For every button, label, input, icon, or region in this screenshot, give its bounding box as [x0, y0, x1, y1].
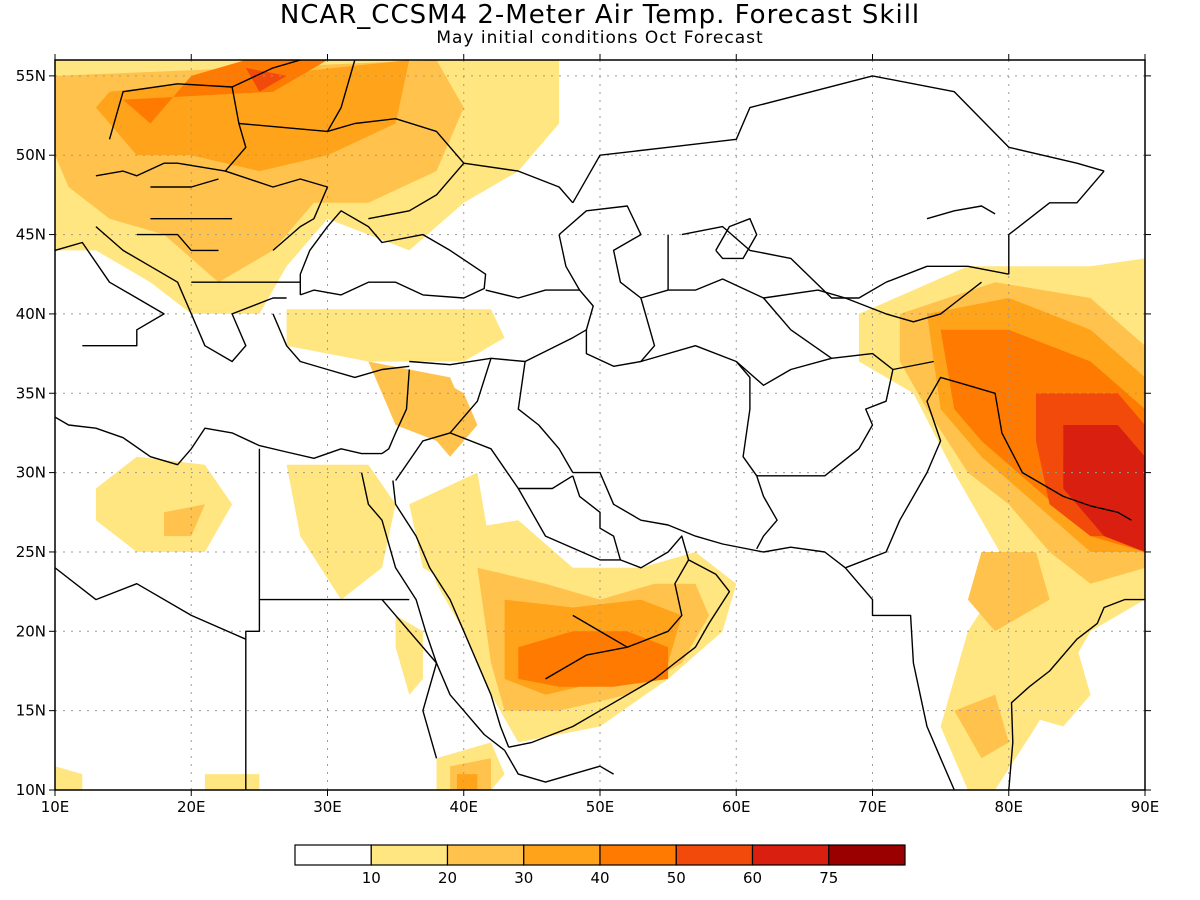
boundary-line-3: [299, 210, 487, 299]
boundary-line-16: [381, 599, 438, 759]
boundary-line-27: [409, 357, 574, 473]
boundary-line-23: [150, 178, 219, 188]
boundary-line-18: [225, 170, 329, 251]
boundary-line-34: [485, 289, 580, 299]
lat-tick-label: 50N: [16, 146, 46, 164]
boundary-line-33: [524, 329, 587, 363]
boundary-line-15: [55, 567, 247, 640]
boundary-line-35: [640, 345, 778, 550]
lat-tick-label: 15N: [16, 702, 46, 720]
lat-tick-label: 25N: [16, 543, 46, 561]
boundary-line-17: [95, 83, 247, 177]
boundary-line-48: [926, 205, 996, 220]
boundary-line-10: [572, 471, 955, 790]
skill-region-20: [55, 766, 83, 790]
skill-region-10: [286, 464, 396, 600]
boundary-line-7: [360, 472, 506, 751]
skill-fill-layer: [55, 60, 1145, 790]
boundary-line-0: [55, 241, 165, 347]
boundary-line-31: [572, 559, 690, 648]
legend-label: 40: [590, 869, 609, 887]
legend-label: 60: [743, 869, 762, 887]
legend-swatch: [294, 844, 372, 866]
boundary-line-25: [136, 233, 219, 252]
legend-label: 20: [438, 869, 457, 887]
lat-tick-label: 55N: [16, 67, 46, 85]
skill-region-9: [164, 504, 205, 537]
lat-tick-label: 40N: [16, 305, 46, 323]
boundary-line-39: [967, 384, 1132, 521]
lon-tick-label: 60E: [722, 798, 751, 816]
skill-region-28: [967, 552, 1050, 632]
skill-region-12: [395, 615, 423, 695]
boundary-line-4: [558, 205, 656, 367]
boundary-line-20: [231, 60, 301, 88]
legend-swatch: [751, 844, 830, 866]
boundary-line-44: [885, 265, 1009, 283]
legend-swatch: [446, 844, 525, 866]
boundary-line-6: [55, 416, 382, 466]
lat-tick-label: 10N: [16, 781, 46, 799]
boundary-line-42: [681, 225, 887, 299]
coastlines-borders: [55, 60, 1145, 790]
lon-tick-label: 30E: [313, 798, 342, 816]
lon-tick-label: 70E: [858, 798, 887, 816]
skill-region-2: [95, 60, 410, 172]
skill-region-8: [95, 456, 233, 552]
boundary-line-32: [545, 646, 628, 680]
lon-tick-label: 50E: [586, 798, 615, 816]
skill-region-5: [286, 309, 505, 362]
boundary-line-22: [463, 162, 574, 204]
skill-region-30: [1008, 647, 1091, 727]
legend-swatch: [370, 844, 449, 866]
boundary-line-9: [508, 475, 731, 748]
boundary-line-37: [756, 369, 894, 477]
lon-tick-label: 90E: [1131, 798, 1160, 816]
map-title: NCAR_CCSM4 2-Meter Air Temp. Forecast Sk…: [279, 0, 921, 30]
boundary-line-13: [245, 598, 410, 790]
legend-label: 50: [667, 869, 686, 887]
legend-swatch: [599, 844, 677, 866]
skill-region-4: [245, 67, 287, 92]
boundary-line-45: [572, 75, 1105, 204]
lon-tick-label: 80E: [994, 798, 1023, 816]
boundary-line-21: [326, 60, 356, 132]
legend-swatch: [828, 844, 906, 866]
lon-tick-label: 40E: [449, 798, 478, 816]
boundary-line-11: [1008, 598, 1145, 790]
boundary-line-5: [381, 369, 410, 455]
boundary-line-19: [238, 117, 465, 220]
color-legend: 10 20 30 40 50 60 75: [294, 844, 906, 887]
boundary-line-2: [272, 313, 410, 379]
legend-swatch: [523, 844, 601, 866]
lon-tick-label: 20E: [177, 798, 206, 816]
lat-tick-label: 35N: [16, 384, 46, 402]
boundary-line-12: [503, 749, 614, 783]
skill-region-19: [456, 774, 478, 790]
boundary-line-8: [392, 480, 510, 748]
skill-region-21: [204, 774, 260, 790]
boundary-line-1: [95, 226, 287, 363]
skill-region-27: [1063, 425, 1145, 552]
legend-label: 30: [514, 869, 533, 887]
boundary-line-47: [715, 217, 758, 260]
map-subtitle: May initial conditions Oct Forecast: [436, 28, 764, 48]
boundary-line-38: [845, 376, 969, 569]
lat-tick-label: 45N: [16, 226, 46, 244]
axis-ticks: 10E 20E 30E 40E 50E 60E 70E 80E 90E 10N 15N 20N 25N 3…: [16, 54, 1160, 816]
boundary-line-30: [517, 488, 621, 561]
lat-tick-label: 20N: [16, 622, 46, 640]
boundary-line-43: [763, 281, 982, 323]
legend-swatch: [675, 844, 754, 866]
lon-tick-label: 10E: [41, 798, 70, 816]
lat-tick-label: 30N: [16, 464, 46, 482]
legend-label: 10: [362, 869, 381, 887]
legend-label: 75: [819, 869, 838, 887]
boundary-line-46: [1008, 170, 1105, 275]
